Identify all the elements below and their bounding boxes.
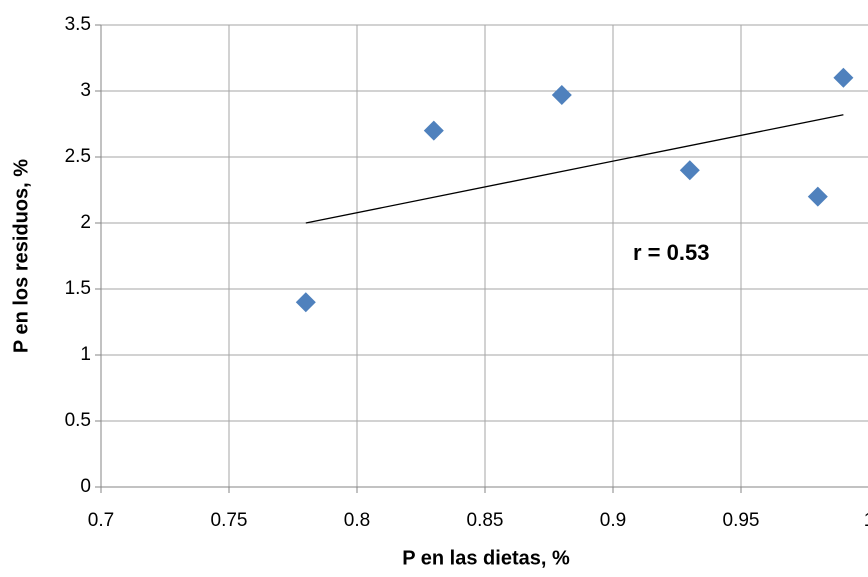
x-tick-label: 1 [864, 510, 868, 531]
x-axis-title: P en las dietas, % [402, 547, 570, 569]
y-tick-label: 3.5 [65, 14, 91, 35]
x-tick-label: 0.95 [723, 510, 760, 531]
x-tick-label: 0.75 [211, 510, 248, 531]
y-tick-label: 0 [80, 476, 91, 497]
y-tick-label: 1.5 [65, 278, 91, 299]
x-tick-label: 0.7 [88, 510, 114, 531]
y-tick-label: 1 [80, 344, 91, 365]
point [833, 67, 854, 88]
point [551, 84, 572, 105]
annotation: r = 0.53 [633, 240, 709, 265]
x-tick-label: 0.9 [600, 510, 626, 531]
point [295, 292, 316, 313]
point [423, 120, 444, 141]
y-tick-label: 0.5 [65, 410, 91, 431]
y-tick-label: 2.5 [65, 146, 91, 167]
point [679, 160, 700, 181]
trend-line [305, 114, 844, 224]
y-tick-label: 2 [80, 212, 91, 233]
point [807, 186, 828, 207]
y-tick-label: 3 [80, 80, 91, 101]
y-axis-title: P en los residuos, % [10, 159, 32, 353]
x-tick-label: 0.85 [467, 510, 504, 531]
x-tick-label: 0.8 [344, 510, 370, 531]
